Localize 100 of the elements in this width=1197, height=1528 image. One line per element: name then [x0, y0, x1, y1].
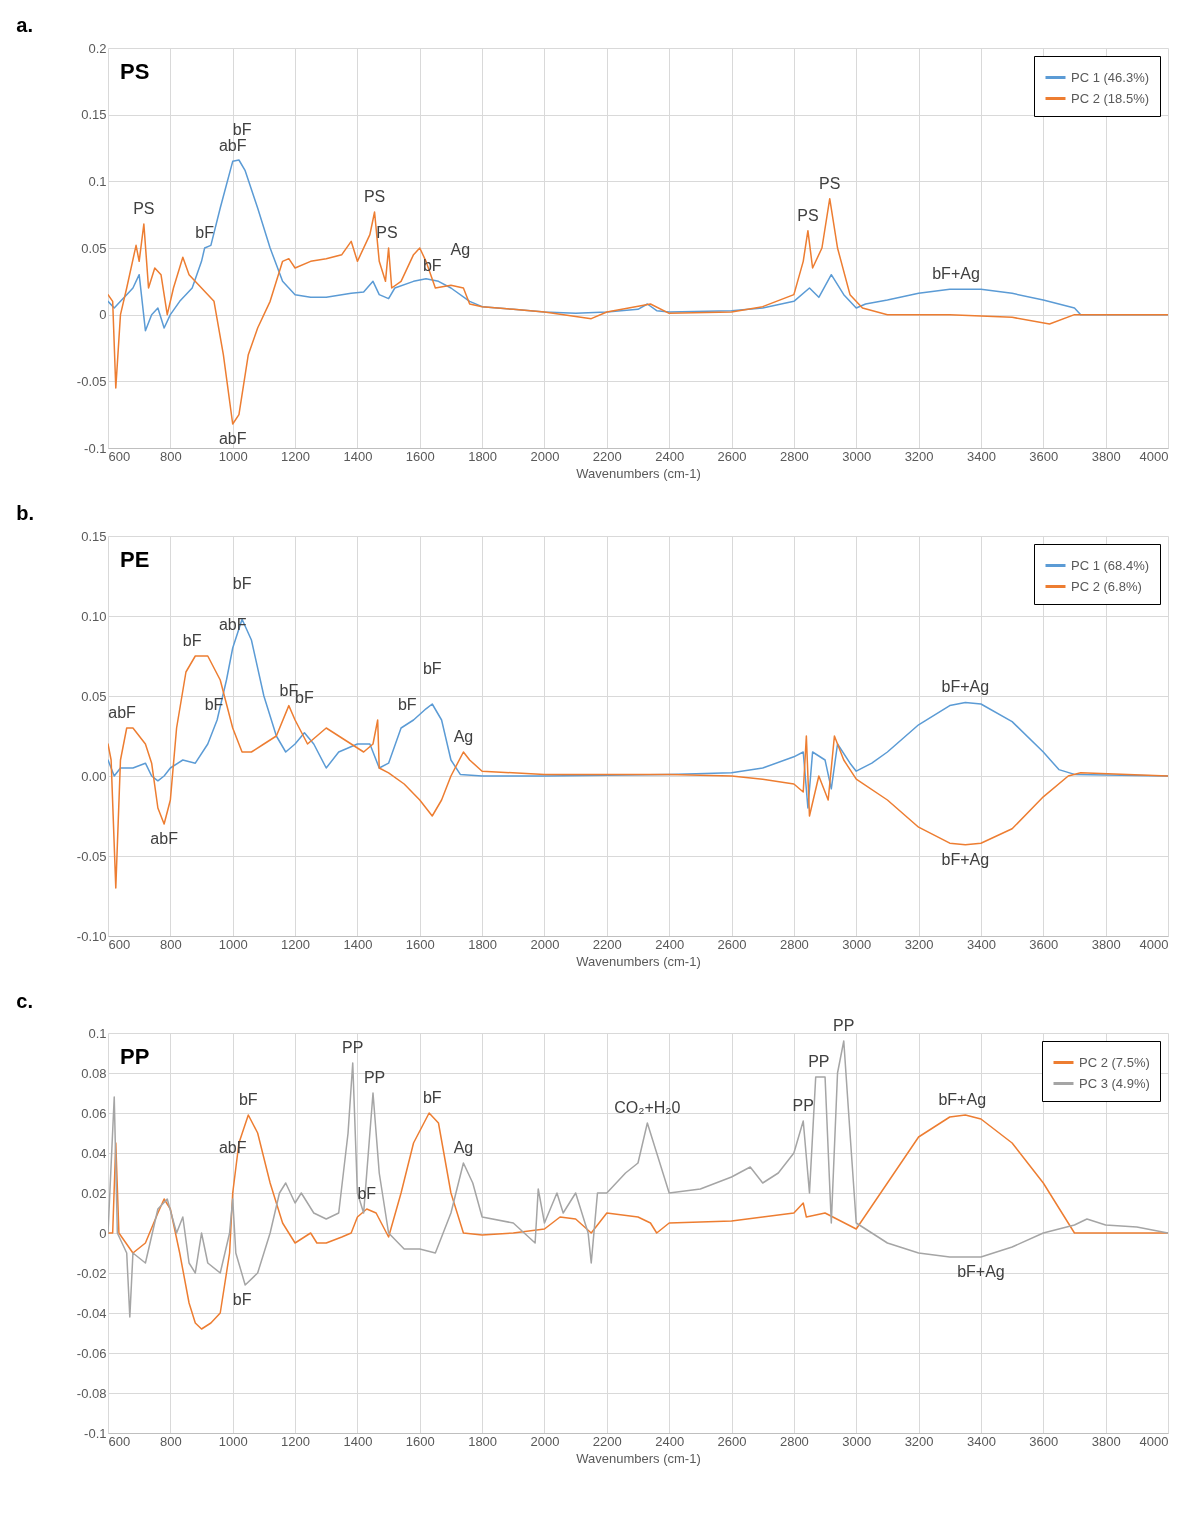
- x-axis-title: Wavenumbers (cm-1): [576, 465, 701, 481]
- annotation: bF+Ag: [941, 678, 990, 696]
- x-axis-title: Wavenumbers (cm-1): [576, 953, 701, 969]
- x-tick-label: 3600: [1029, 1433, 1059, 1449]
- y-tick-label: 0.08: [81, 1065, 107, 1081]
- x-tick-label: 2800: [779, 936, 809, 952]
- annotation: PS: [363, 188, 386, 205]
- y-tick-label: -0.04: [76, 1305, 107, 1321]
- annotation: bF: [232, 1291, 252, 1308]
- line-series: [108, 655, 1168, 889]
- x-tick-label: 4000: [1139, 936, 1169, 952]
- y-tick-label: -0.10: [76, 928, 107, 944]
- x-tick-label: 2600: [717, 448, 747, 464]
- chart-title: c.: [16, 990, 34, 1012]
- y-tick-label: 0.10: [81, 608, 107, 624]
- y-tick-label: 0.1: [88, 173, 107, 189]
- annotation: PP: [792, 1097, 814, 1114]
- x-tick-label: 3200: [904, 1433, 934, 1449]
- y-tick-label: 0.15: [81, 528, 107, 544]
- annotation: abF: [108, 704, 137, 721]
- x-tick-label: 3200: [904, 448, 934, 464]
- y-tick-label: 0: [99, 1225, 107, 1241]
- x-tick-label: 2000: [530, 1433, 560, 1449]
- annotation: PP: [808, 1053, 830, 1070]
- annotation: bF: [422, 1089, 442, 1106]
- y-tick-label: -0.05: [76, 373, 107, 389]
- y-tick-label: -0.02: [76, 1265, 107, 1281]
- x-tick-label: 1600: [405, 448, 435, 464]
- annotation: bF+Ag: [957, 1263, 1005, 1280]
- annotation: bF+Ag: [938, 1091, 987, 1108]
- y-tick-label: 0.00: [81, 768, 107, 784]
- annotation: bF+Ag: [932, 265, 980, 283]
- x-tick-label: 4000: [1139, 448, 1169, 464]
- annotation: bF: [238, 1091, 258, 1108]
- annotation: bF: [232, 121, 252, 139]
- x-tick-label: 3800: [1091, 1433, 1121, 1449]
- y-tick-label: 0.05: [81, 688, 107, 704]
- x-tick-label: 600: [108, 1433, 131, 1449]
- x-tick-label: 1200: [281, 936, 311, 952]
- x-axis-title: Wavenumbers (cm-1): [576, 1450, 701, 1466]
- x-tick-label: 1800: [468, 1433, 498, 1449]
- x-tick-label: 2000: [530, 448, 560, 464]
- annotation: bF+Ag: [941, 850, 990, 868]
- x-tick-label: 3000: [842, 936, 872, 952]
- y-tick-label: -0.06: [76, 1345, 107, 1361]
- annotation: PS: [133, 200, 155, 217]
- annotation: bF: [422, 660, 442, 677]
- annotation: abF: [218, 137, 247, 155]
- x-tick-label: 2200: [592, 936, 622, 952]
- x-tick-label: 800: [160, 448, 182, 464]
- x-tick-label: 1200: [281, 1433, 311, 1449]
- annotation: Ag: [453, 1139, 474, 1156]
- x-tick-label: 1000: [218, 448, 248, 464]
- legend-label: PC 2 (18.5%): [1071, 90, 1150, 106]
- x-tick-label: 1600: [405, 1433, 435, 1449]
- x-tick-label: 1000: [218, 936, 248, 952]
- annotation: abF: [218, 430, 247, 447]
- x-tick-label: 1200: [281, 448, 311, 464]
- line-series: [108, 1112, 1168, 1330]
- x-tick-label: 800: [160, 936, 182, 952]
- x-tick-label: 3400: [966, 1433, 996, 1449]
- x-tick-label: 3800: [1091, 448, 1121, 464]
- x-tick-label: 1000: [218, 1433, 248, 1449]
- y-tick-label: 0.06: [81, 1105, 107, 1121]
- y-tick-label: 0.05: [81, 240, 107, 256]
- y-tick-label: -0.05: [76, 848, 107, 864]
- x-tick-label: 3600: [1029, 448, 1059, 464]
- y-tick-label: -0.1: [84, 1425, 107, 1441]
- x-tick-label: 2200: [592, 1433, 622, 1449]
- annotation: Ag: [453, 728, 474, 745]
- line-series: [108, 1040, 1168, 1318]
- annotation: bF: [357, 1185, 377, 1202]
- x-tick-label: 2400: [655, 1433, 685, 1449]
- annotation: bF: [195, 224, 215, 241]
- x-tick-label: 1400: [343, 936, 373, 952]
- x-tick-label: 2800: [779, 1433, 809, 1449]
- x-tick-label: 3600: [1029, 936, 1059, 952]
- x-tick-label: 2600: [717, 1433, 747, 1449]
- x-tick-label: 3000: [842, 1433, 872, 1449]
- x-tick-label: 1400: [343, 448, 373, 464]
- annotation: PS: [376, 224, 398, 241]
- legend-label: PC 2 (7.5%): [1079, 1054, 1150, 1070]
- y-tick-label: 0.15: [81, 107, 107, 123]
- annotation: PS: [797, 206, 819, 224]
- y-tick-label: 0.2: [88, 40, 107, 56]
- legend-label: PC 1 (68.4%): [1071, 557, 1150, 573]
- x-tick-label: 2400: [655, 448, 685, 464]
- y-tick-label: 0.02: [81, 1185, 107, 1201]
- legend-label: PC 2 (6.8%): [1071, 578, 1142, 594]
- x-tick-label: 800: [160, 1433, 182, 1449]
- x-tick-label: 1800: [468, 448, 498, 464]
- y-tick-label: 0.04: [81, 1145, 107, 1161]
- y-tick-label: -0.1: [84, 440, 107, 456]
- annotation: bF: [232, 575, 252, 593]
- y-tick-label: 0: [99, 307, 107, 323]
- x-tick-label: 3200: [904, 936, 934, 952]
- annotation: PS: [120, 59, 150, 84]
- x-tick-label: 1800: [468, 936, 498, 952]
- legend-label: PC 3 (4.9%): [1079, 1075, 1150, 1091]
- annotation: PP: [833, 1017, 855, 1034]
